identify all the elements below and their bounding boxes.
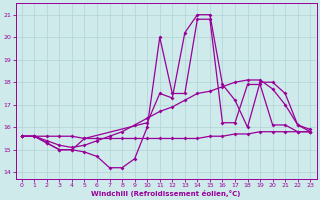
X-axis label: Windchill (Refroidissement éolien,°C): Windchill (Refroidissement éolien,°C) <box>91 190 241 197</box>
